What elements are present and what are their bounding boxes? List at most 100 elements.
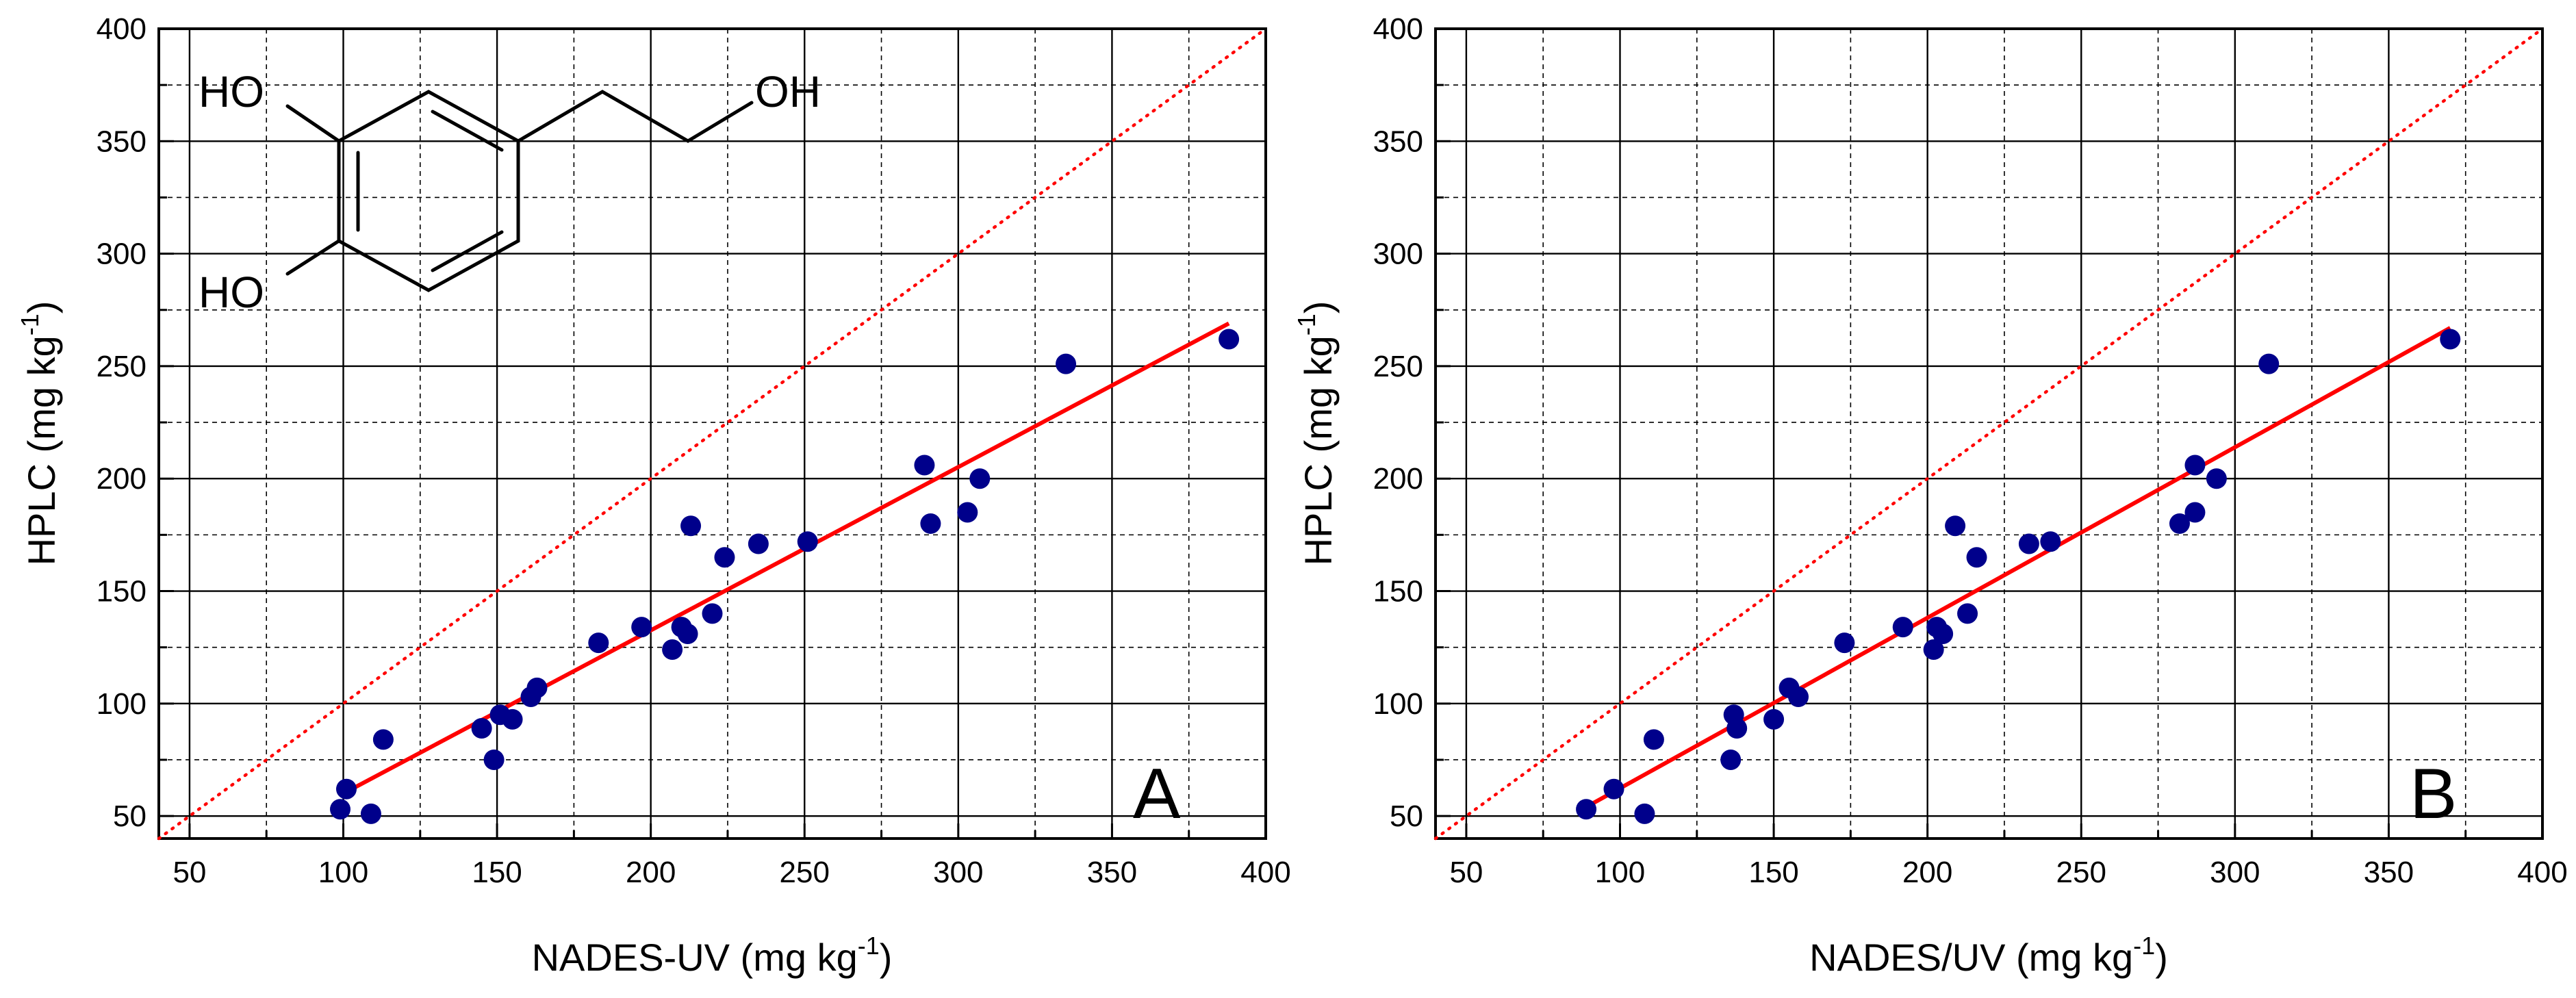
x-tick-label: 100 xyxy=(318,856,368,889)
x-tick-label: 300 xyxy=(2210,856,2260,889)
y-tick-label: 350 xyxy=(1373,125,1423,158)
plot-frame-b xyxy=(1434,27,2544,840)
data-point xyxy=(957,502,978,523)
data-point xyxy=(360,803,381,824)
y-axis-unit-exp-b: -1 xyxy=(1292,314,1321,335)
x-tick-label: 350 xyxy=(2364,856,2414,889)
y-tick-label: 150 xyxy=(1373,575,1423,609)
data-point xyxy=(748,533,769,554)
grid-b xyxy=(1436,27,2544,839)
y-tick-label: 200 xyxy=(1373,462,1423,496)
identity-line xyxy=(157,27,1268,841)
y-tick-label: 250 xyxy=(1373,350,1423,383)
ethyl-chain xyxy=(516,90,754,143)
y-tick-label: 250 xyxy=(97,350,146,383)
fit-line xyxy=(1585,326,2451,809)
y-tick-label: 100 xyxy=(1373,687,1423,721)
lines-b xyxy=(1433,27,2545,841)
panel-b: 50 100 150 200 250 300 350 400 50 100 150 200 250 30… xyxy=(1292,12,2568,979)
x-axis-title-a: NADES-UV (mg kg-1) xyxy=(532,932,893,979)
x-tick-labels-a: 50 100 150 200 250 300 350 400 xyxy=(173,856,1290,889)
molecule-structure: HO HO OH xyxy=(199,67,821,317)
data-point xyxy=(797,531,818,552)
ticks-b xyxy=(1436,27,2544,839)
data-point xyxy=(2169,513,2190,534)
y-axis-title-b: HPLC (mg kg-1) xyxy=(1292,301,1340,566)
data-point xyxy=(2040,531,2061,552)
mol-label-ho-upper: HO xyxy=(199,67,264,116)
y-tick-labels-b: 50 100 150 200 250 300 350 400 xyxy=(1373,12,1423,833)
y-axis-unit-a: mg kg xyxy=(20,335,63,440)
data-point xyxy=(1219,329,1240,350)
x-tick-label: 100 xyxy=(1595,856,1645,889)
x-axis-name-b: NADES/UV xyxy=(1809,936,2006,979)
data-point xyxy=(2018,533,2039,554)
panel-letter-a: A xyxy=(1133,754,1181,834)
x-tick-label: 350 xyxy=(1087,856,1137,889)
x-tick-label: 150 xyxy=(472,856,522,889)
ticks-a xyxy=(159,27,1267,839)
data-point xyxy=(1726,717,1748,739)
data-point xyxy=(1763,708,1785,730)
data-point xyxy=(1788,686,1809,707)
panel-a: 50 100 150 200 250 300 350 400 50 100 150 200 250 30… xyxy=(16,12,1291,979)
y-tick-label: 400 xyxy=(1373,12,1423,46)
data-point xyxy=(1603,778,1624,799)
data-point xyxy=(335,778,357,799)
data-point xyxy=(502,708,523,730)
data-point xyxy=(914,455,935,476)
data-point xyxy=(702,603,723,624)
y-tick-label: 300 xyxy=(97,238,146,271)
data-point xyxy=(1966,547,1987,568)
data-point xyxy=(2258,353,2280,374)
ring-double-bond xyxy=(431,110,504,152)
data-point xyxy=(1720,749,1742,770)
bond-ho-lower xyxy=(285,239,341,276)
data-point xyxy=(920,513,941,534)
data-point xyxy=(1933,623,1954,644)
y-axis-name-a: HPLC xyxy=(20,463,63,565)
points-a xyxy=(330,329,1240,824)
points-b xyxy=(1576,329,2461,824)
data-point xyxy=(1945,515,1966,537)
data-point xyxy=(677,623,698,644)
y-tick-label: 100 xyxy=(97,687,146,721)
data-point xyxy=(1834,632,1855,654)
mol-label-oh: OH xyxy=(755,67,821,116)
y-tick-label: 50 xyxy=(113,799,146,833)
x-tick-label: 250 xyxy=(2056,856,2106,889)
data-point xyxy=(714,547,735,568)
data-point xyxy=(483,749,505,770)
data-point xyxy=(662,639,683,660)
x-axis-name-a: NADES-UV xyxy=(532,936,730,979)
data-point xyxy=(1957,603,1978,624)
data-point xyxy=(2184,502,2206,523)
x-tick-label: 400 xyxy=(1240,856,1290,889)
panel-letter-b: B xyxy=(2410,754,2457,834)
x-axis-unit-exp-a: -1 xyxy=(858,932,880,960)
y-axis-name-b: HPLC xyxy=(1297,463,1340,565)
y-tick-label: 150 xyxy=(97,575,146,609)
x-tick-labels-b: 50 100 150 200 250 300 350 400 xyxy=(1449,856,2567,889)
identity-line xyxy=(1433,27,2545,841)
y-tick-label: 200 xyxy=(97,462,146,496)
x-tick-label: 50 xyxy=(173,856,206,889)
y-tick-label: 400 xyxy=(97,12,146,46)
x-tick-label: 200 xyxy=(1902,856,1952,889)
x-axis-unit-a: mg kg xyxy=(753,936,858,979)
mol-label-ho-lower: HO xyxy=(199,268,264,317)
data-point xyxy=(1892,617,1913,638)
data-point xyxy=(526,677,548,698)
lines-a xyxy=(157,27,1268,841)
ring-double-bond xyxy=(431,230,504,272)
x-tick-label: 400 xyxy=(2517,856,2567,889)
data-point xyxy=(1056,353,1077,374)
data-point xyxy=(1634,803,1655,824)
y-tick-labels-a: 50 100 150 200 250 300 350 400 xyxy=(97,12,146,833)
data-point xyxy=(330,799,351,820)
data-point xyxy=(372,729,394,750)
x-tick-label: 200 xyxy=(626,856,676,889)
plot-frame-a xyxy=(157,27,1267,840)
data-point xyxy=(471,717,492,739)
